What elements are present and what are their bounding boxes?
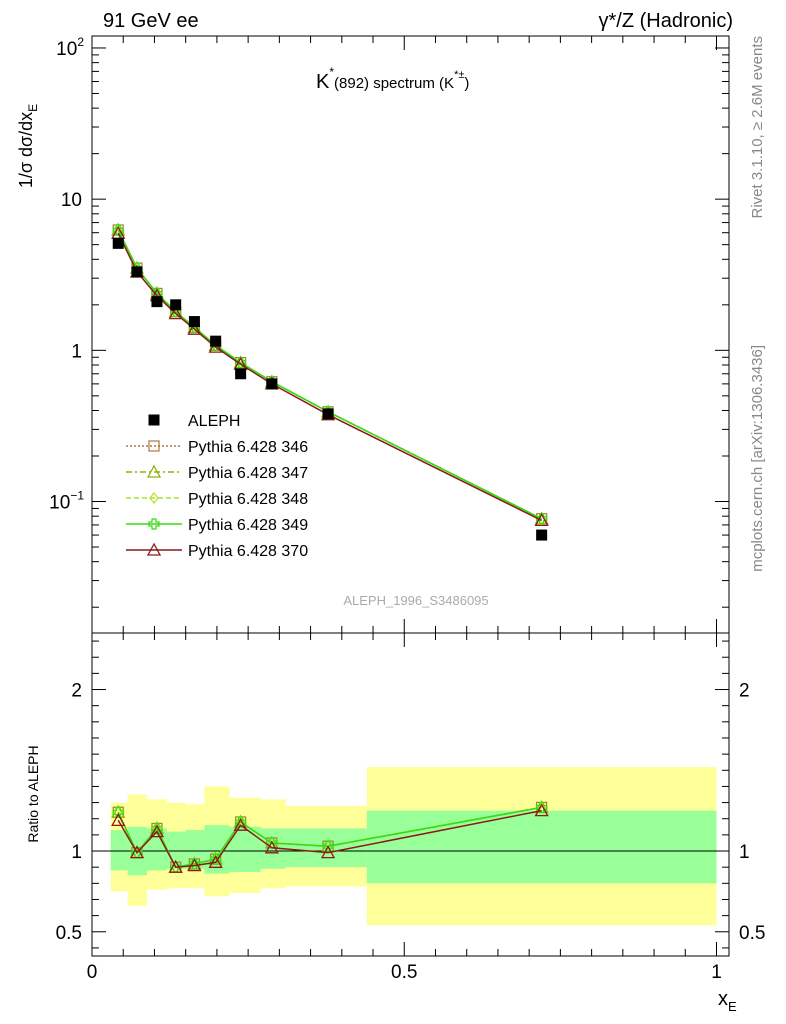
ratio-point: [210, 853, 222, 865]
main-ticks: 102 10 1 10−1: [49, 35, 729, 633]
ratio-point: [233, 817, 248, 831]
inner-band: [146, 828, 167, 871]
series-line: [117, 229, 542, 520]
ratio-ytick-label-left: 0.5: [56, 923, 82, 944]
series-point: [536, 513, 548, 525]
main-ytick-label: 1: [71, 341, 82, 362]
xtick-label: 0.5: [391, 962, 417, 983]
ratio-point: [111, 812, 126, 826]
legend: ALEPH Pythia 6.428 346 Pythia 6.428 347 Pyt…: [126, 413, 308, 560]
legend-label: Pythia 6.428 348: [188, 491, 308, 508]
series-point: [534, 513, 549, 527]
title-k: K: [316, 71, 330, 93]
title-close: ): [464, 75, 469, 92]
main-ytick-label: 102: [56, 35, 84, 60]
ratio-line: [117, 806, 542, 869]
legend-entry: Pythia 6.428 349: [126, 517, 308, 534]
series-point: [187, 321, 202, 335]
data-point: [235, 368, 247, 380]
legend-marker: [148, 440, 160, 452]
inner-band: [110, 830, 128, 871]
ratio-ylabel: Ratio to ALEPH: [25, 745, 41, 842]
data-point: [188, 316, 200, 328]
data-point: [210, 335, 222, 347]
inner-band: [366, 810, 717, 884]
title-sup2: *±: [454, 69, 464, 81]
ratio-point: [536, 801, 548, 814]
ratio-frame: [91, 632, 730, 957]
ratio-line: [117, 809, 542, 868]
data-point: [151, 296, 163, 308]
title-star: *: [329, 65, 334, 79]
legend-label: ALEPH: [188, 413, 240, 430]
data-point: [112, 237, 124, 249]
legend-marker: [146, 464, 162, 478]
mcplots-label: mcplots.cern.ch [arXiv:1306.3436]: [749, 345, 766, 572]
ratio-point: [168, 859, 183, 873]
aleph-data: [112, 237, 548, 541]
ratio-ytick-label-right: 1: [739, 842, 750, 863]
legend-entry: Pythia 6.428 370: [126, 542, 308, 560]
legend-label: Pythia 6.428 370: [188, 543, 308, 560]
ratio-ytick-label-right: 2: [739, 681, 750, 702]
legend-marker: [148, 518, 160, 530]
ratio-ytick-label-left: 1: [71, 842, 82, 863]
title-rest: (892) spectrum (K: [334, 75, 454, 92]
legend-marker: [148, 414, 160, 426]
legend-entry: Pythia 6.428 346: [126, 439, 308, 456]
rivet-label: Rivet 3.1.10, ≥ 2.6M events: [749, 36, 766, 219]
inner-band: [204, 825, 230, 874]
ratio-ytick-label-left: 2: [71, 681, 82, 702]
legend-label: Pythia 6.428 347: [188, 465, 308, 482]
main-ytick-label: 10: [61, 190, 82, 211]
legend-marker: [149, 492, 159, 504]
legend-entry: Pythia 6.428 348: [126, 491, 308, 508]
legend-marker: [146, 542, 162, 556]
ratio-point: [208, 854, 223, 868]
ratio-point: [264, 840, 279, 854]
data-point: [131, 266, 143, 278]
series-line: [117, 232, 542, 522]
main-panel: 102 10 1 10−1 K*(892) spectrum (K*±) ALEPH_…: [16, 35, 730, 634]
series-point: [112, 224, 124, 236]
ratio-point: [129, 845, 145, 859]
data-point: [266, 378, 278, 390]
ratio-point: [187, 858, 202, 872]
ratio-ytick-label-right: 0.5: [739, 923, 765, 944]
main-title: K*(892) spectrum (K*±): [316, 65, 469, 93]
ratio-ticks: 0.5 0.51 12 20 0.5 1: [56, 633, 765, 983]
ratio-panel: 0.5 0.51 12 20 0.5 1 Ratio to ALEPH xE: [25, 632, 765, 1014]
data-point: [536, 529, 548, 541]
ratio-point: [320, 845, 336, 859]
legend-entry: ALEPH: [148, 413, 240, 430]
xtick-label: 1: [711, 962, 722, 983]
main-ytick-label: 10−1: [49, 489, 84, 514]
header-left: 91 GeV ee: [103, 10, 199, 32]
xtick-label: 0: [87, 962, 98, 983]
header-right: γ*/Z (Hadronic): [599, 10, 733, 32]
legend-label: Pythia 6.428 346: [188, 439, 308, 456]
legend-entry: Pythia 6.428 347: [126, 464, 308, 482]
ratio-xlabel: xE: [718, 988, 737, 1014]
analysis-label: ALEPH_1996_S3486095: [343, 593, 488, 608]
ratio-series-5: [111, 803, 549, 873]
ratio-point: [151, 822, 163, 835]
data-point: [170, 299, 182, 311]
legend-label: Pythia 6.428 349: [188, 517, 308, 534]
main-ylabel: 1/σ dσ/dxE: [16, 104, 40, 188]
data-point: [322, 408, 334, 420]
ratio-point: [534, 803, 549, 817]
series-point: [168, 306, 183, 320]
ratio-point: [149, 824, 165, 838]
